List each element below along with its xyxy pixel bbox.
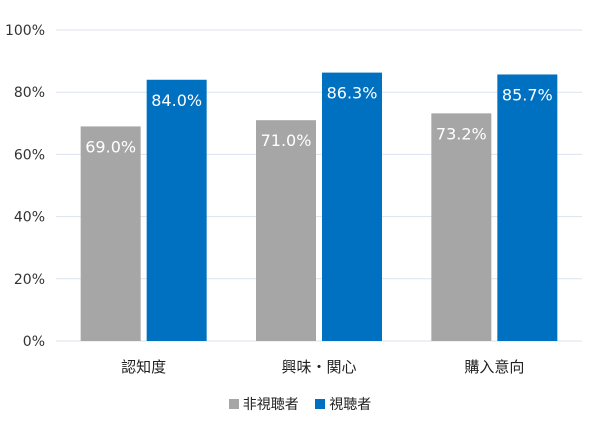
- y-tick-label: 100%: [5, 23, 45, 39]
- y-tick-label: 60%: [14, 147, 45, 163]
- y-axis-ticks: 0% 20% 40% 60% 80% 100%: [5, 23, 45, 350]
- data-label: 85.7%: [502, 85, 553, 104]
- legend-swatch-viewers: [315, 399, 326, 409]
- data-labels: 69.0% 84.0% 71.0% 86.3% 73.2% 85.7%: [85, 84, 552, 157]
- y-tick-label: 0%: [23, 334, 45, 350]
- legend-label-viewers: 視聴者: [329, 397, 372, 413]
- legend-item-non-viewers: 非視聴者: [228, 394, 299, 414]
- y-tick-label: 40%: [14, 210, 45, 226]
- x-axis-categories: 認知度 興味・関心 購入意向: [121, 358, 524, 376]
- data-label: 69.0%: [85, 137, 136, 156]
- legend-swatch-non-viewers: [228, 399, 239, 409]
- data-label: 73.2%: [436, 124, 487, 143]
- bars: [80, 72, 558, 342]
- bar-viewers: [497, 74, 558, 342]
- x-category-label: 興味・関心: [281, 358, 356, 376]
- y-tick-label: 80%: [14, 85, 45, 101]
- y-tick-label: 20%: [14, 272, 45, 288]
- data-label: 86.3%: [327, 84, 378, 103]
- bar-chart: 0% 20% 40% 60% 80% 100% 69.0% 84.0% 71.0% 86.3% 7…: [5, 23, 582, 376]
- legend-item-viewers: 視聴者: [315, 394, 371, 414]
- bar-non-viewers: [256, 120, 316, 341]
- bar-viewers: [146, 79, 207, 341]
- x-category-label: 認知度: [121, 358, 166, 376]
- bar-viewers: [322, 72, 382, 342]
- gridlines: [56, 29, 582, 342]
- x-category-label: 購入意向: [464, 358, 524, 376]
- data-label: 71.0%: [261, 131, 312, 150]
- legend-label-non-viewers: 非視聴者: [242, 397, 299, 413]
- bar-non-viewers: [80, 126, 141, 341]
- data-label: 84.0%: [151, 91, 202, 110]
- bar-non-viewers: [431, 113, 492, 342]
- legend: 非視聴者 視聴者: [0, 394, 600, 414]
